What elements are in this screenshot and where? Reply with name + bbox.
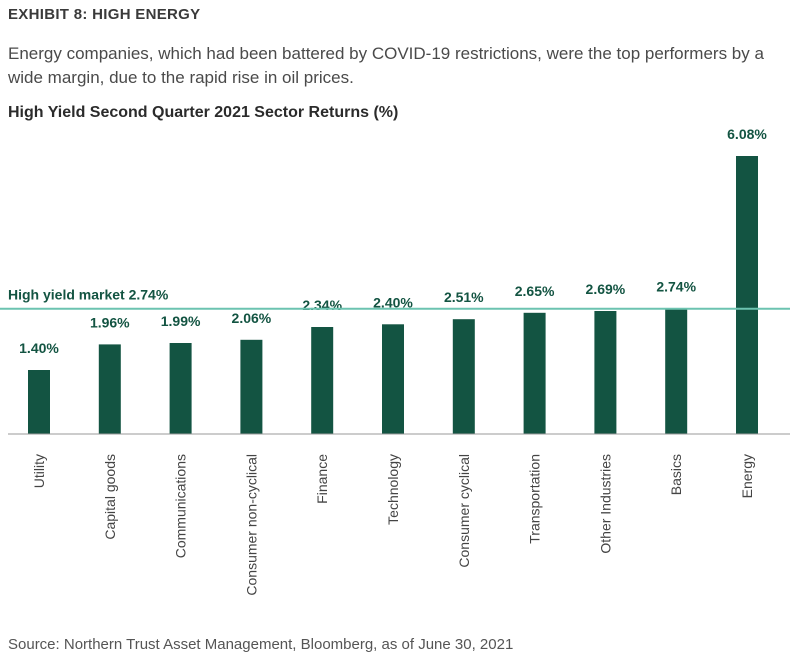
category-label: Utility	[31, 454, 47, 488]
category-label: Other Industries	[597, 454, 613, 554]
bar-consumer-cyclical	[452, 319, 475, 434]
category-label: Capital goods	[102, 454, 118, 540]
bar-finance	[311, 327, 334, 434]
chart-title: High Yield Second Quarter 2021 Sector Re…	[8, 104, 399, 121]
data-labels-group: 1.40% 1.96% 1.99% 2.06% 2.34% 2.40% 2.51% 2.65%…	[19, 126, 767, 356]
bar-energy	[736, 156, 758, 434]
category-label: Energy	[739, 454, 755, 498]
data-label: 2.74%	[656, 279, 696, 295]
data-label: 2.51%	[444, 289, 484, 305]
data-label: 2.40%	[373, 294, 413, 310]
data-label: 1.96%	[90, 314, 130, 330]
bar-chart: 1.40% 1.96% 1.99% 2.06% 2.34% 2.40% 2.51% 2.65%…	[0, 126, 790, 596]
category-label: Technology	[385, 454, 401, 525]
category-label: Consumer cyclical	[456, 454, 472, 568]
reference-line-label: High yield market 2.74%	[8, 287, 169, 303]
category-label: Consumer non-cyclical	[243, 454, 259, 596]
bar-basics	[665, 308, 688, 434]
category-label: Finance	[314, 454, 330, 504]
category-label: Communications	[173, 454, 189, 558]
data-label: 6.08%	[727, 126, 767, 142]
bar-technology	[382, 324, 404, 434]
bar-other-industries	[594, 311, 617, 434]
exhibit-title: EXHIBIT 8: HIGH ENERGY	[8, 6, 201, 23]
bar-capital-goods	[98, 344, 121, 434]
data-label: 1.40%	[19, 340, 59, 356]
bar-transportation	[523, 312, 546, 434]
data-label: 2.69%	[586, 281, 626, 297]
bar-communications	[169, 343, 192, 434]
data-label: 1.99%	[161, 313, 201, 329]
category-labels-group: Utility Capital goods Communications Consum…	[31, 454, 755, 596]
category-label: Transportation	[527, 454, 543, 544]
category-label: Basics	[668, 454, 684, 495]
bar-consumer-non-cyclical	[240, 339, 263, 434]
data-label: 2.65%	[515, 283, 555, 299]
data-label: 2.34%	[302, 297, 342, 313]
source-note: Source: Northern Trust Asset Management,…	[8, 636, 514, 653]
bar-utility	[28, 370, 50, 434]
bars-group	[28, 156, 758, 434]
chart-subtitle: Energy companies, which had been battere…	[8, 44, 764, 87]
data-label: 2.06%	[232, 310, 272, 326]
